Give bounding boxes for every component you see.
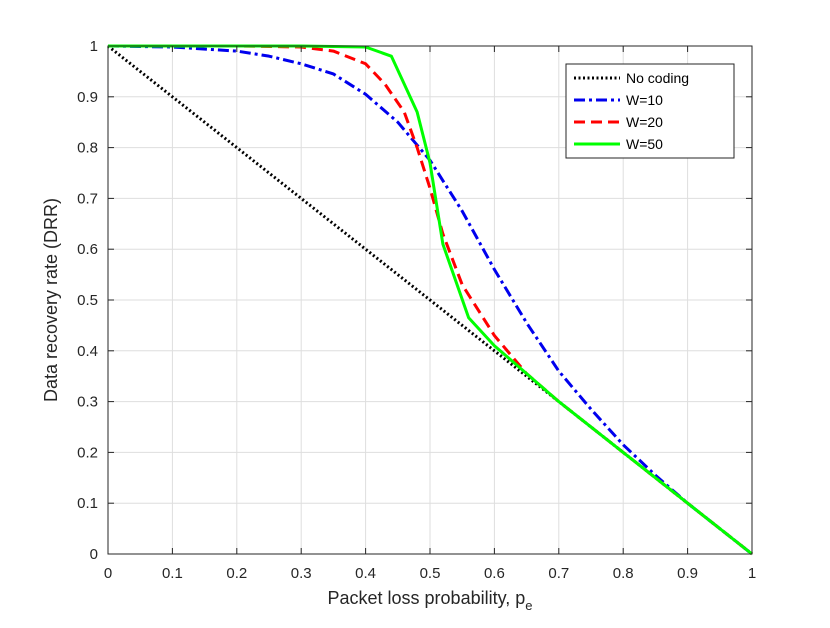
series-line-no-coding (107, 44, 753, 556)
x-tick-label: 0.6 (484, 565, 505, 582)
x-axis-title-main: Packet loss probability, p (328, 588, 526, 608)
x-tick-label: 0.2 (226, 565, 247, 582)
y-tick-label: 0.8 (77, 140, 98, 157)
y-tick-label: 0 (90, 546, 98, 563)
y-tick-label: 0.2 (77, 444, 98, 461)
x-tick-label: 0.1 (162, 565, 183, 582)
x-tick-label: 0.4 (355, 565, 376, 582)
x-tick-label: 1 (748, 565, 756, 582)
axis-ticks (107, 45, 753, 555)
x-axis-title: Packet loss probability, pe (328, 588, 533, 613)
legend-label: W=10 (626, 92, 663, 108)
x-tick-labels: 0 0.1 0.2 0.3 0.4 0.5 0.6 0.7 0.8 0.9 1 (104, 565, 756, 582)
y-tick-labels: 0 0.1 0.2 0.3 0.4 0.5 0.6 0.7 0.8 0.9 1 (77, 38, 98, 563)
x-tick-label: 0.9 (677, 565, 698, 582)
x-tick-label: 0.7 (548, 565, 569, 582)
y-tick-label: 0.3 (77, 394, 98, 411)
x-tick-label: 0 (104, 565, 112, 582)
legend: No coding W=10 W=20 W=50 (565, 63, 735, 159)
x-axis-title-subscript: e (525, 598, 532, 613)
legend-label: No coding (626, 70, 689, 86)
series-line-w-10 (107, 44, 753, 556)
y-tick-label: 1 (90, 38, 98, 55)
y-tick-label: 0.7 (77, 190, 98, 207)
y-tick-label: 0.1 (77, 495, 98, 512)
x-tick-label: 0.5 (420, 565, 441, 582)
legend-label: W=50 (626, 136, 663, 152)
y-tick-label: 0.4 (77, 343, 98, 360)
legend-label: W=20 (626, 114, 663, 130)
y-axis-title: Data recovery rate (DRR) (41, 198, 61, 402)
legend-entries: No coding W=10 W=20 W=50 (574, 70, 689, 152)
y-tick-label: 0.9 (77, 89, 98, 106)
x-tick-label: 0.3 (291, 565, 312, 582)
x-tick-label: 0.8 (613, 565, 634, 582)
y-tick-label: 0.6 (77, 241, 98, 258)
y-tick-label: 0.5 (77, 292, 98, 309)
legend-box (565, 63, 735, 159)
